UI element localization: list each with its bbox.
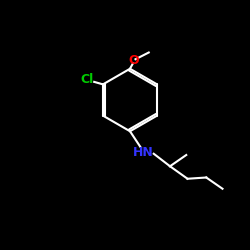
Text: HN: HN [134, 146, 154, 159]
Text: Cl: Cl [80, 73, 93, 86]
Text: O: O [128, 54, 139, 66]
